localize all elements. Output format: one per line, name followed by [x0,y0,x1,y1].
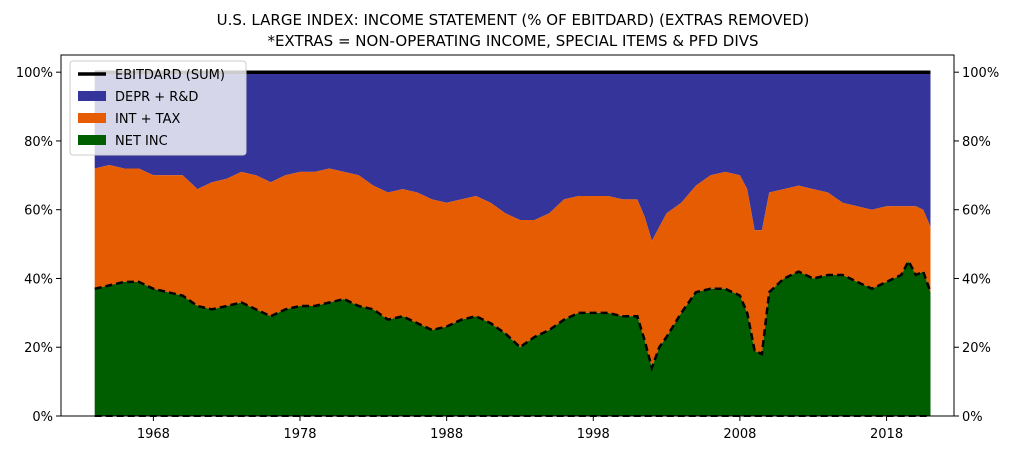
area-layer [94,72,931,416]
y-tick-label-right: 40% [962,272,991,287]
area-int-tax [94,165,931,368]
legend-swatch [78,91,106,101]
y-tick-label-right: 60% [962,204,991,219]
y-tick-label-right: 80% [962,135,991,150]
y-tick-label-left: 60% [24,204,53,219]
x-tick-label: 1978 [283,427,316,442]
plot-frame [60,54,955,417]
legend-swatch [78,113,106,123]
y-tick-label-right: 20% [962,341,991,356]
x-tick-label: 2008 [723,427,756,442]
legend-label: INT + TAX [115,112,180,127]
y-tick-label-right: 0% [962,410,983,425]
x-tick-label: 1968 [137,427,170,442]
x-tick-label: 2018 [870,427,903,442]
y-tick-label-left: 40% [24,272,53,287]
chart-title: U.S. LARGE INDEX: INCOME STATEMENT (% OF… [217,11,810,29]
legend-label: NET INC [115,134,168,149]
legend-label: DEPR + R&D [115,90,198,105]
legend-box [69,60,247,156]
area-net-inc [94,261,931,416]
y-tick-label-left: 80% [24,135,53,150]
y-tick-label-left: 0% [32,410,53,425]
y-tick-label-left: 100% [16,66,53,81]
area-depr-rd [94,72,931,241]
x-tick-label: 1988 [430,427,463,442]
legend-label: EBITDARD (SUM) [115,68,225,83]
y-tick-label-right: 100% [962,66,999,81]
x-tick-label: 1998 [577,427,610,442]
net-inc-dashed-line [94,258,932,373]
y-tick-label-left: 20% [24,341,53,356]
legend: EBITDARD (SUM) DEPR + R&D INT + TAX NET INC [69,60,247,156]
legend-swatch [78,135,106,145]
chart-subtitle: *EXTRAS = NON-OPERATING INCOME, SPECIAL … [267,32,758,50]
tick-layer: 1968 1978 1988 1998 2008 2018 0% 20% 40% 60% 80% 10… [16,66,999,442]
